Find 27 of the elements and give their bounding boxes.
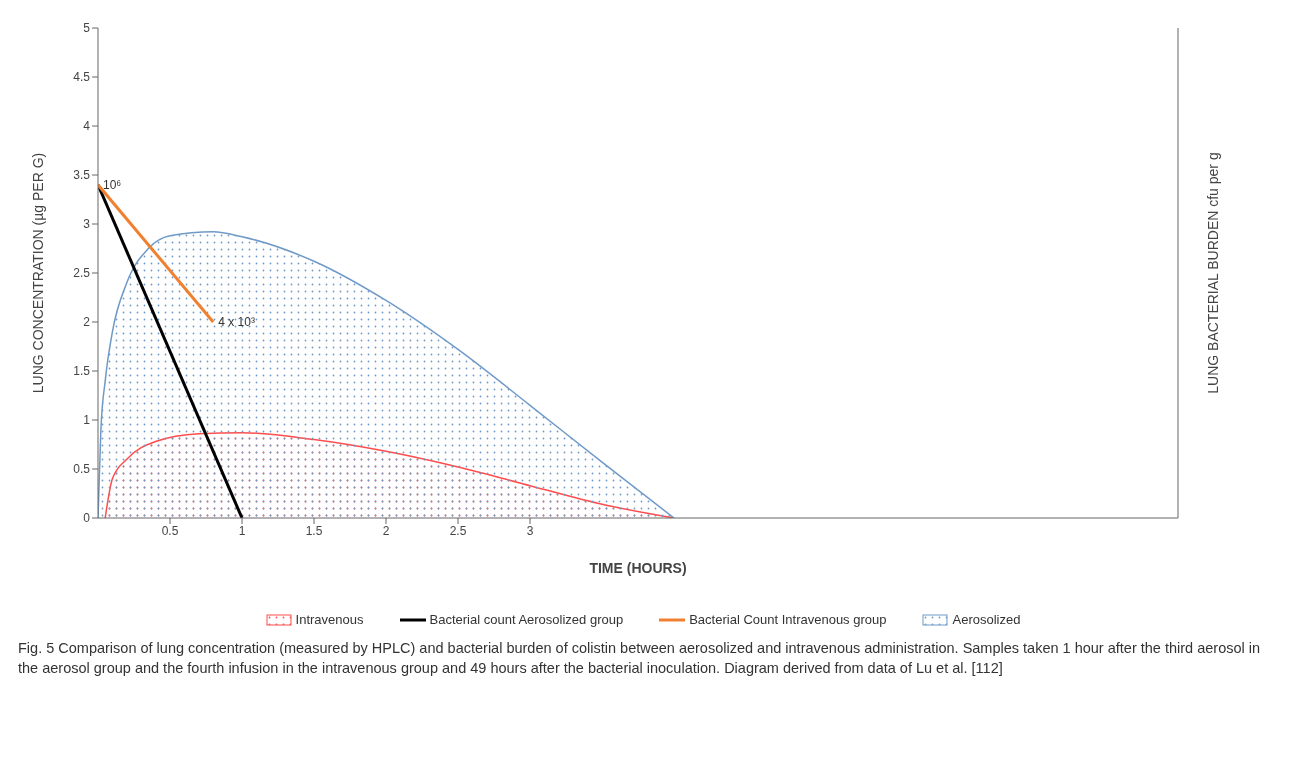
legend-label: Bacterial Count Intravenous group (689, 612, 887, 627)
y2-axis-title: LUNG BACTERIAL BURDEN cfu per g (1204, 152, 1221, 394)
y-tick-label: 4 (83, 119, 91, 134)
x-tick-label: 1.5 (305, 523, 323, 538)
legend-label: Bacterial count Aerosolized group (429, 612, 624, 627)
annotation: 4 x 10³ (218, 315, 255, 330)
y-tick-label: 1.5 (73, 364, 91, 379)
legend-label: Intravenous (295, 612, 364, 627)
y-tick-label: 3 (83, 217, 91, 232)
caption: Fig. 5 Comparison of lung concentration (measured by HPLC) and bacterial burden of colistin between aerosolized and intravenous administration. Samples taken 1 hour after the third aerosol in the aerosol group and the fourth infusion in the intravenous group and 49 hours after the bacterial inoculation. Diagram derived from data of Lu et al. [112] (17, 639, 1262, 678)
y-tick-label: 5 (83, 21, 91, 36)
y-tick-label: 3.5 (73, 168, 91, 183)
x-axis-title: TIME (HOURS) (589, 560, 687, 576)
x-tick-label: 0.5 (161, 523, 179, 538)
y-tick-label: 1 (83, 413, 91, 428)
x-tick-label: 2 (382, 523, 390, 538)
y-tick-label: 0.5 (73, 462, 91, 477)
y-tick-label: 2 (83, 315, 91, 330)
x-tick-label: 1 (238, 523, 246, 538)
y-tick-label: 4.5 (73, 70, 91, 85)
y-axis-title: LUNG CONCENTRATION (µg PER G) (29, 152, 46, 394)
x-tick-label: 3 (526, 523, 534, 538)
legend-label: Aerosolized (952, 612, 1021, 627)
annotation: 10⁶ (103, 178, 122, 193)
y-tick-label: 2.5 (73, 266, 91, 281)
y-tick-label: 0 (83, 511, 91, 526)
x-tick-label: 2.5 (449, 523, 467, 538)
